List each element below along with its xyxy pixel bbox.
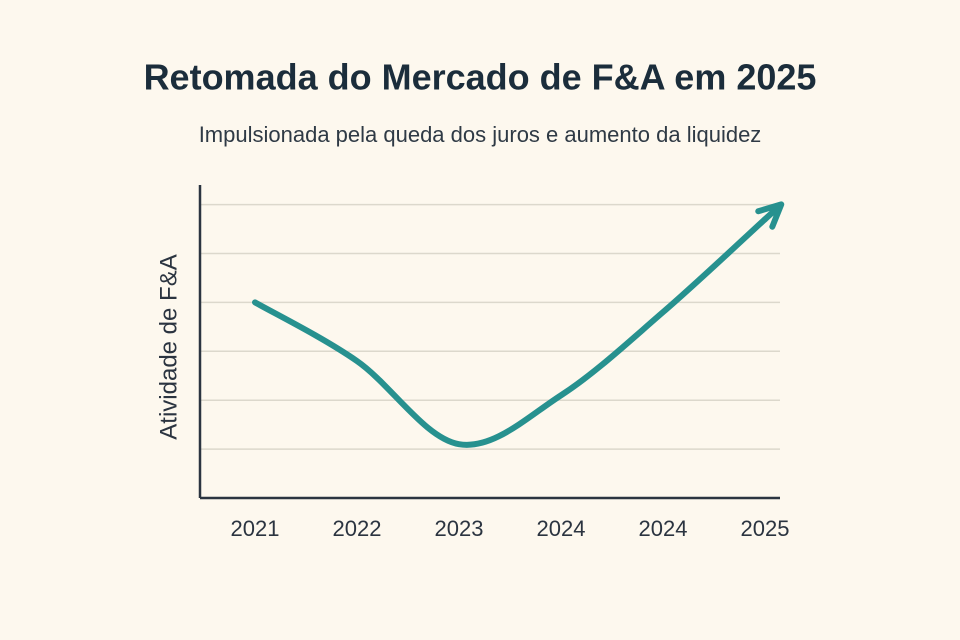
x-tick-label: 2025 [741, 516, 790, 541]
line [252, 216, 768, 448]
x-tick-label: 2023 [435, 516, 484, 541]
x-tick-label: 2022 [333, 516, 382, 541]
x-tick-label: 2021 [231, 516, 280, 541]
x-tick-label: 2024 [639, 516, 688, 541]
arrow-head [755, 201, 785, 230]
x-tick-label: 2024 [537, 516, 586, 541]
chart-subtitle: Impulsionada pela queda dos juros e aume… [199, 122, 762, 147]
y-axis-label: Atividade de F&A [155, 254, 182, 439]
chart-title: Retomada do Mercado de F&A em 2025 [144, 57, 817, 98]
